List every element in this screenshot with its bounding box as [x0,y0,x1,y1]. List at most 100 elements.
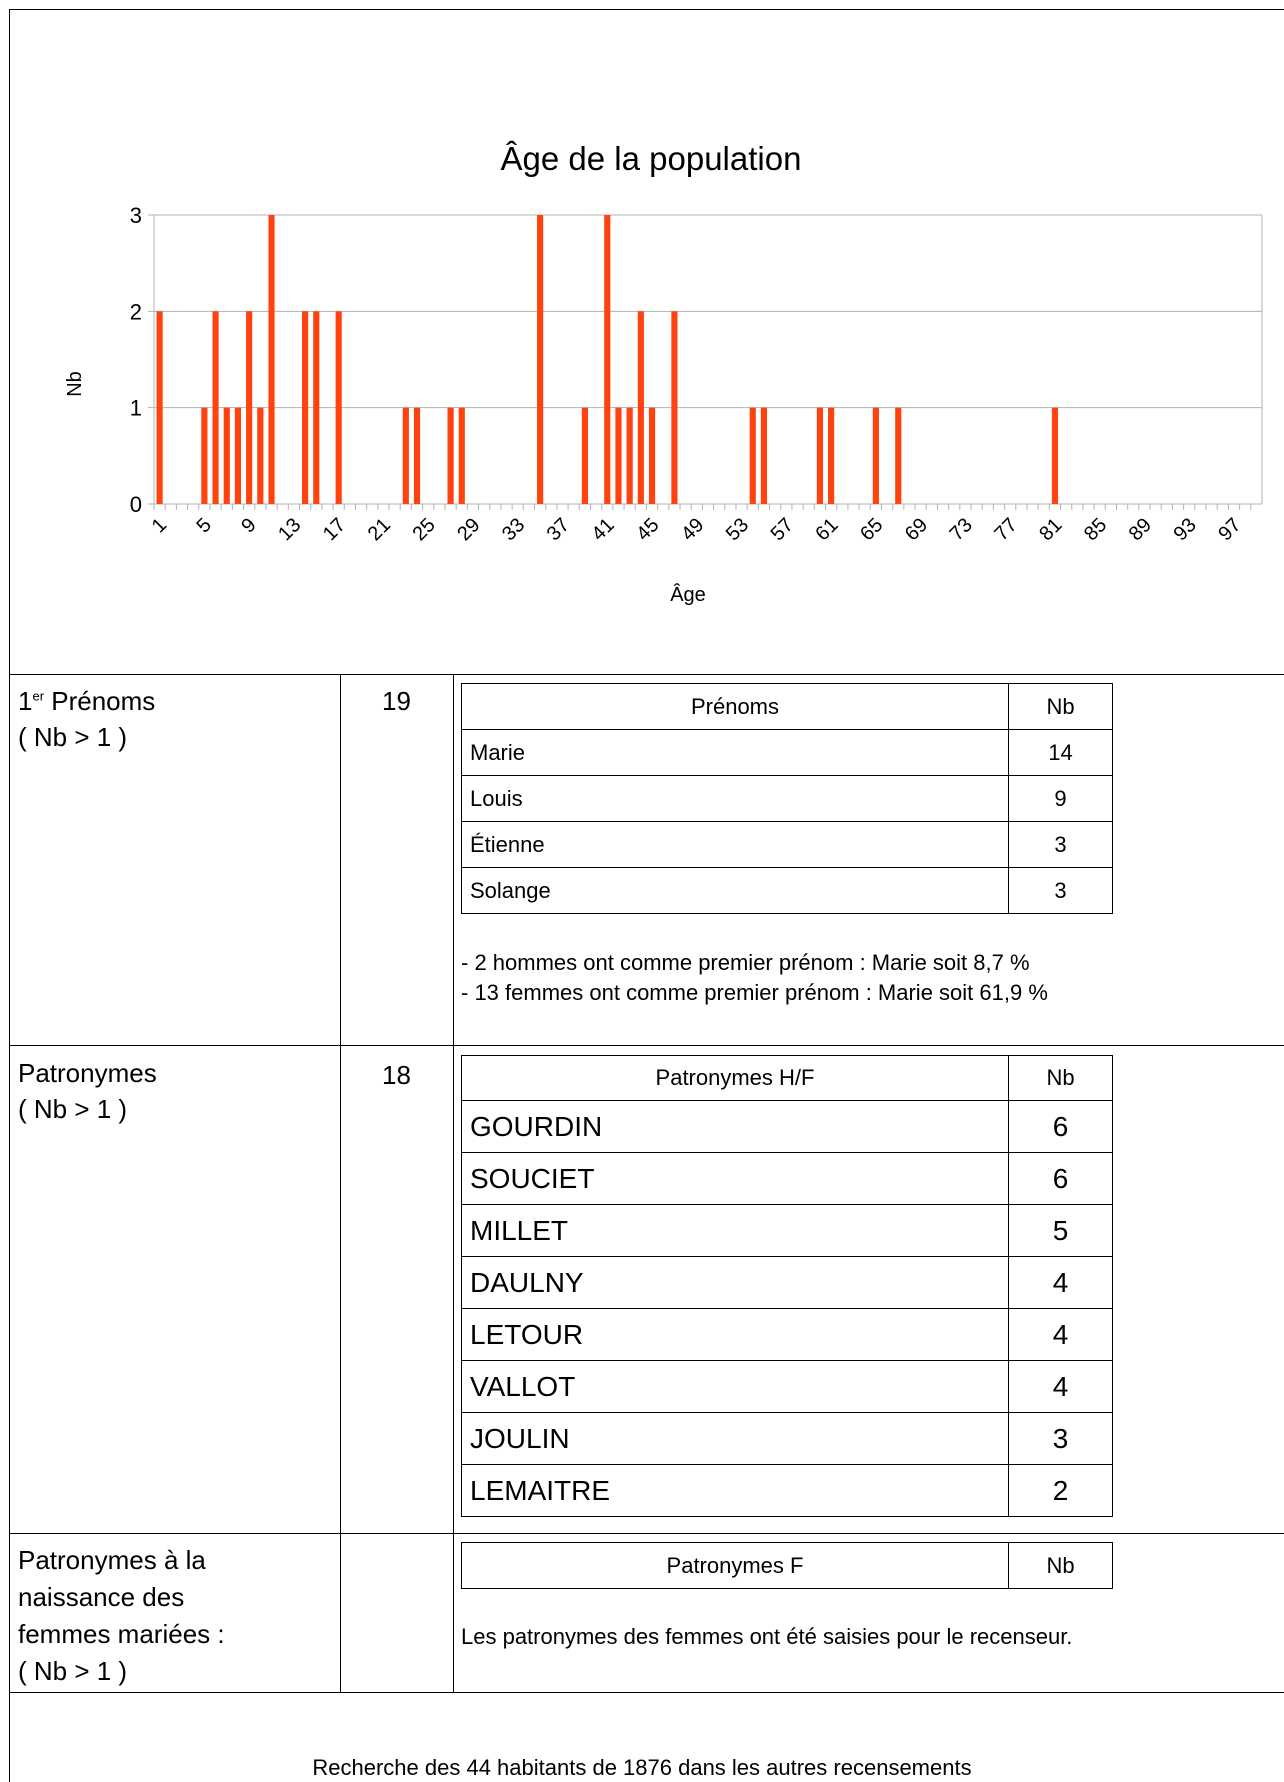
table-row: VALLOT 4 [461,1360,1113,1413]
table-header-row: Patronymes H/F Nb [461,1055,1113,1101]
y-tick-label: 1 [130,396,142,421]
x-tick-label: 85 [1080,514,1111,545]
bar [201,407,208,504]
bar [234,407,242,504]
section-divider-patronymes [9,1533,1284,1534]
bar [671,311,678,504]
prenom-nb: 3 [1008,867,1113,914]
prenoms-note-women: - 13 femmes ont comme premier prénom : M… [461,980,1048,1005]
table-row: LETOUR 4 [461,1308,1113,1361]
bar [828,407,835,504]
y-tick-label: 3 [130,203,142,228]
prenoms-header-name: Prénoms [461,683,1009,730]
bar [604,215,611,504]
x-tick-label: 77 [990,514,1021,545]
prenoms-label-number: 1 [18,686,33,716]
patronymes-header-name: Patronymes H/F [461,1055,1009,1101]
patronyme-nb: 6 [1008,1100,1113,1153]
patronymes-f-note: Les patronymes des femmes ont été saisie… [461,1624,1073,1649]
patronyme-name: LETOUR [461,1308,1009,1361]
table-row: Étienne 3 [461,821,1113,868]
column-divider-2 [453,674,454,1692]
patronymes-header-nb: Nb [1008,1055,1113,1101]
x-tick-label: 5 [192,514,215,537]
patronymes-f-header-nb: Nb [1008,1542,1113,1589]
patronymes-f-label-line: naissance des [18,1582,185,1612]
section-divider-top [9,674,1284,675]
table-row: Marie 14 [461,729,1113,776]
bar [447,407,454,504]
prenoms-label-text: Prénoms [51,686,156,716]
chart-gridlines [148,214,1263,510]
x-tick-label: 93 [1169,514,1200,545]
bar [246,311,253,504]
prenoms-header-nb: Nb [1008,683,1113,730]
y-tick-label: 0 [130,492,142,517]
patronyme-nb: 5 [1008,1204,1113,1257]
x-tick-label: 81 [1035,514,1066,545]
x-tick-label: 37 [543,514,574,545]
table-header-row: Patronymes F Nb [461,1542,1113,1589]
prenom-name: Marie [461,729,1009,776]
x-tick-label: 73 [946,514,977,545]
x-tick-label: 65 [856,514,887,545]
table-row: Louis 9 [461,775,1113,822]
bar [402,407,409,504]
patronymes-label-text: Patronymes [18,1058,157,1088]
prenoms-label-condition: ( Nb > 1 ) [18,722,128,752]
prenoms-count: 19 [382,686,411,716]
bar [537,215,544,504]
bar [223,407,230,504]
table-row: MILLET 5 [461,1204,1113,1257]
bar [458,407,465,504]
x-tick-label: 97 [1214,514,1245,545]
prenoms-notes: - 2 hommes ont comme premier prénom : Ma… [461,948,1048,1008]
patronyme-name: VALLOT [461,1360,1009,1413]
table-row: Solange 3 [461,867,1113,914]
bar [268,215,275,504]
x-tick-label: 9 [237,514,260,537]
chart-title: Âge de la population [501,140,802,177]
prenom-nb: 9 [1008,775,1113,822]
bar [872,407,879,504]
chart-y-axis-label: Nb [64,371,86,397]
x-tick-label: 17 [319,514,350,545]
patronymes-label-condition: ( Nb > 1 ) [18,1094,128,1124]
prenom-nb: 14 [1008,729,1113,776]
bar [816,407,823,504]
bar [648,407,656,504]
patronyme-nb: 6 [1008,1152,1113,1205]
bar [156,311,163,504]
table-header-row: Prénoms Nb [461,683,1113,730]
patronymes-f-label-line: femmes mariées : [18,1619,225,1649]
prenoms-label-sup: er [32,688,45,704]
chart-bars [156,215,1059,504]
bar [335,311,342,504]
section-divider-prenoms [9,1045,1284,1046]
x-tick-label: 1 [148,514,171,537]
patronyme-name: MILLET [461,1204,1009,1257]
patronyme-nb: 2 [1008,1464,1113,1517]
patronymes-f-label-condition: ( Nb > 1 ) [18,1656,128,1686]
patronymes-label: Patronymes ( Nb > 1 ) [18,1055,157,1127]
x-tick-label: 45 [632,514,663,545]
bar [257,407,264,504]
x-tick-label: 53 [722,514,753,545]
patronyme-name: GOURDIN [461,1100,1009,1153]
patronymes-f-header-name: Patronymes F [461,1542,1009,1589]
patronymes-f-label: Patronymes à la naissance des femmes mar… [18,1542,225,1690]
table-row: DAULNY 4 [461,1256,1113,1309]
patronyme-name: DAULNY [461,1256,1009,1309]
prenom-name: Étienne [461,821,1009,868]
x-tick-label: 13 [274,514,305,545]
bar [212,311,219,504]
x-tick-label: 21 [364,514,395,545]
x-tick-label: 29 [453,514,484,545]
x-tick-label: 33 [498,514,529,545]
patronyme-nb: 3 [1008,1412,1113,1465]
bar [413,407,421,504]
patronyme-nb: 4 [1008,1256,1113,1309]
patronyme-nb: 4 [1008,1308,1113,1361]
bar [313,311,320,504]
